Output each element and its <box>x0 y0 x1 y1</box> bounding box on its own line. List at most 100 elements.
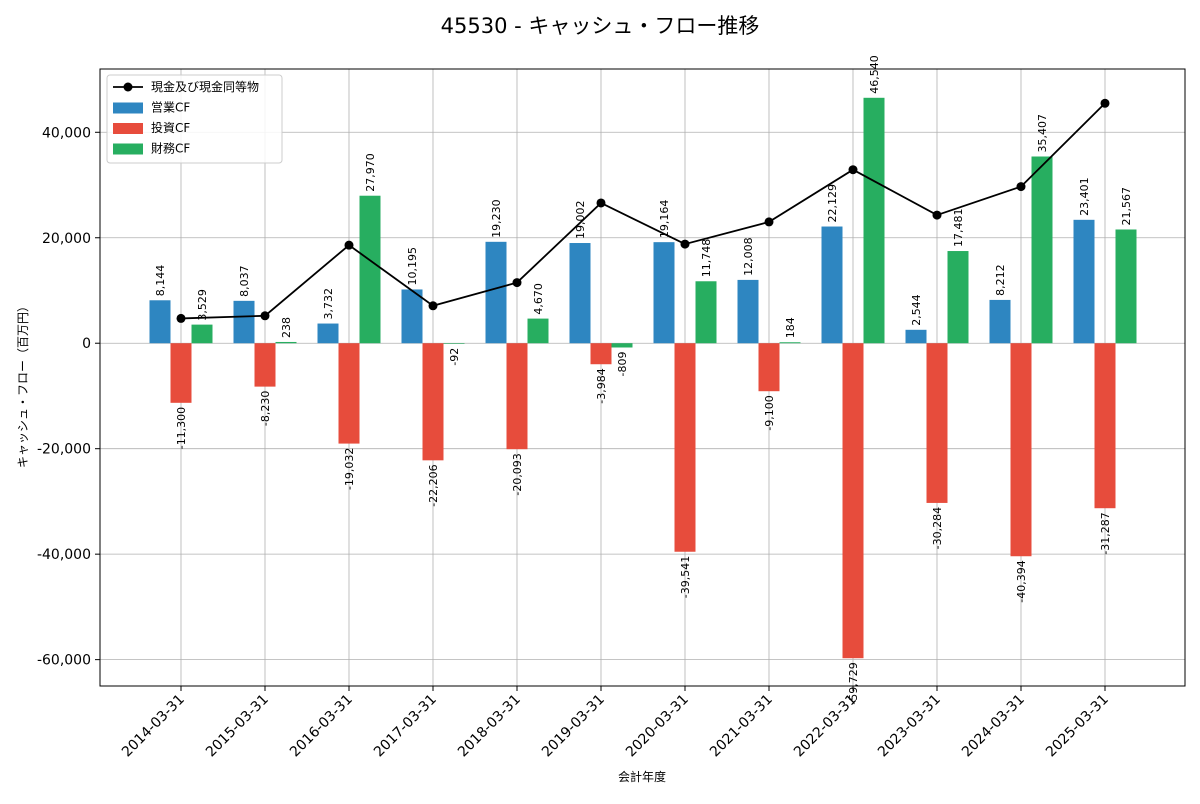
x-tick-label: 2014-03-31 <box>119 692 188 761</box>
bar-operating <box>737 279 759 344</box>
legend-label: 現金及び現金同等物 <box>151 79 259 94</box>
bar-data-label: 23,401 <box>1078 177 1091 216</box>
bar-operating <box>149 300 171 344</box>
bar-financing <box>1031 156 1053 344</box>
bar-financing <box>779 342 801 344</box>
legend-label: 営業CF <box>151 101 190 115</box>
bar-investing <box>758 343 780 392</box>
bar-data-label: 12,008 <box>742 237 755 276</box>
cash-line <box>176 98 1110 323</box>
y-axis: -60,000 -40,000 -20,000 0 20,000 40,000 <box>37 125 100 669</box>
bar-data-label: -31,287 <box>1099 512 1112 554</box>
bar-data-label: 2,544 <box>910 294 923 326</box>
bar-operating <box>233 300 255 344</box>
cash-line-point <box>428 301 438 311</box>
bar-investing <box>506 343 528 450</box>
bar-data-label: -30,284 <box>931 507 944 549</box>
cash-line-point <box>680 239 690 249</box>
x-tick-label: 2020-03-31 <box>623 692 692 761</box>
x-tick-label: 2025-03-31 <box>1043 692 1112 761</box>
bar-data-label: 11,748 <box>700 239 713 278</box>
bar-operating <box>485 241 507 344</box>
bar-data-label: 3,529 <box>196 289 209 321</box>
bar-financing <box>191 324 213 344</box>
bar-financing <box>947 251 969 344</box>
bar-investing <box>842 343 864 659</box>
bar-data-label: 27,970 <box>364 153 377 192</box>
legend-label: 投資CF <box>151 120 190 135</box>
bar-data-label: -809 <box>616 351 629 376</box>
bar-financing <box>611 343 633 348</box>
bar-investing <box>422 343 444 461</box>
bar-data-label: 22,129 <box>826 184 839 223</box>
bar-financing <box>695 281 717 344</box>
bar-data-label: -92 <box>448 348 461 366</box>
x-tick-label: 2019-03-31 <box>539 692 608 761</box>
chart-title: 45530 - キャッシュ・フロー推移 <box>441 14 760 38</box>
bar-data-label: 4,670 <box>532 283 545 315</box>
legend-swatch <box>113 123 143 134</box>
cash-line-point <box>932 210 942 220</box>
bar-data-label: -8,230 <box>259 391 272 426</box>
y-tick-label: -60,000 <box>37 653 91 669</box>
bar-data-label: 19,002 <box>574 201 587 240</box>
bar-financing <box>1115 229 1137 344</box>
legend-label: 財務CF <box>151 141 190 156</box>
bar-investing <box>1010 343 1032 557</box>
bar-data-label: 8,212 <box>994 264 1007 296</box>
cash-line-path <box>180 102 1106 320</box>
bar-data-label: 3,732 <box>322 288 335 320</box>
bar-financing <box>359 195 381 344</box>
bar-data-label: 19,230 <box>490 199 503 238</box>
x-tick-label: 2017-03-31 <box>371 692 440 761</box>
y-tick-label: 0 <box>82 336 91 352</box>
y-tick-label: -40,000 <box>37 547 91 563</box>
bar-data-label: -9,100 <box>763 395 776 430</box>
legend-swatch-marker <box>123 82 133 92</box>
bar-data-label: 21,567 <box>1120 187 1133 226</box>
y-tick-label: 40,000 <box>42 125 91 141</box>
y-axis-label: キャッシュ・フロー（百万円） <box>16 300 30 468</box>
bar-investing <box>338 343 360 444</box>
legend-swatch <box>113 102 143 114</box>
cash-line-point <box>344 240 354 250</box>
x-tick-label: 2023-03-31 <box>875 692 944 761</box>
cash-line-point <box>1016 182 1026 192</box>
bar-operating <box>569 243 591 344</box>
bars <box>149 97 1137 659</box>
x-tick-label: 2021-03-31 <box>707 692 776 761</box>
bar-investing <box>590 343 612 365</box>
bar-financing <box>275 341 297 344</box>
x-tick-label: 2024-03-31 <box>959 692 1028 761</box>
x-tick-label: 2016-03-31 <box>287 692 356 761</box>
legend-swatch <box>113 143 143 155</box>
bar-data-label: 8,037 <box>238 265 251 297</box>
bar-data-label: 17,481 <box>952 209 965 248</box>
bar-operating <box>821 226 843 344</box>
y-tick-label: -20,000 <box>37 442 91 458</box>
bar-investing <box>1094 343 1116 509</box>
bar-investing <box>926 343 948 503</box>
bar-data-label: -19,032 <box>343 448 356 490</box>
y-tick-label: 20,000 <box>42 231 91 247</box>
bar-investing <box>674 343 696 552</box>
x-tick-label: 2015-03-31 <box>203 692 272 761</box>
bar-operating <box>653 242 675 344</box>
bar-data-label: 46,540 <box>868 55 881 94</box>
bar-data-label: 10,195 <box>406 247 419 286</box>
bar-data-label: -40,394 <box>1015 560 1028 602</box>
data-labels: 8,144 8,037 3,732 10,195 19,230 19,002 19,164 1… <box>154 55 1133 704</box>
cash-line-point <box>176 313 186 323</box>
x-tick-label: 2022-03-31 <box>791 692 860 761</box>
x-axis-label: 会計年度 <box>618 769 666 784</box>
cash-line-point <box>764 217 774 227</box>
bar-data-label: 184 <box>784 317 797 338</box>
bar-operating <box>989 299 1011 344</box>
cash-line-point <box>596 198 606 208</box>
bar-data-label: 19,164 <box>658 200 671 239</box>
bar-data-label: -11,300 <box>175 407 188 449</box>
bar-data-label: -3,984 <box>595 368 608 403</box>
bar-data-label: -39,541 <box>679 556 692 598</box>
